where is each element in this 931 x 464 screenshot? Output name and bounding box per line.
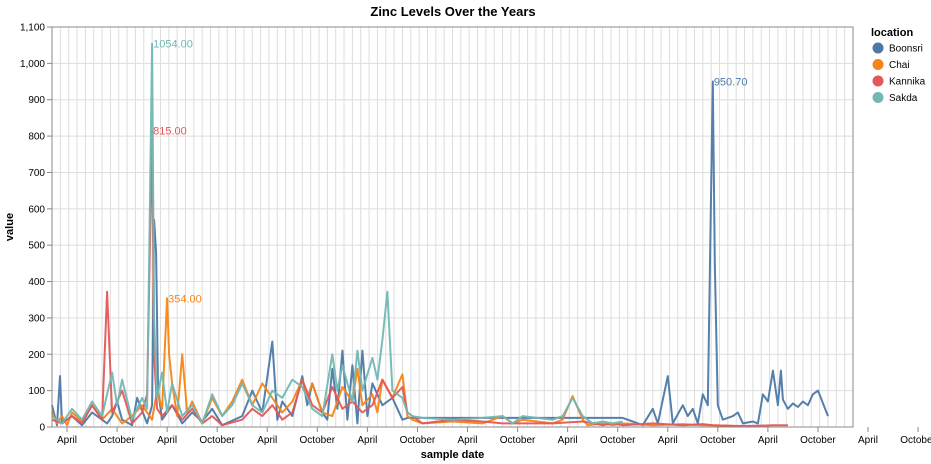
legend-swatch-kannika bbox=[872, 75, 884, 87]
y-tick-label: 300 bbox=[28, 313, 45, 324]
legend-swatch-chai bbox=[872, 59, 884, 70]
x-tick-label: April bbox=[57, 435, 77, 446]
y-tick-label: 0 bbox=[39, 423, 45, 434]
x-tick-label: April bbox=[658, 435, 678, 446]
x-tick-label: April bbox=[257, 435, 277, 446]
peak-annotation: 815.00 bbox=[153, 126, 187, 138]
series-line-sakda bbox=[51, 42, 623, 425]
x-tick-label: October bbox=[300, 435, 336, 446]
y-axis-title: value bbox=[4, 213, 16, 241]
x-tick-label: April bbox=[157, 435, 177, 446]
x-tick-label: April bbox=[357, 435, 377, 446]
y-tick-label: 100 bbox=[28, 386, 45, 397]
y-tick-label: 500 bbox=[28, 241, 45, 252]
x-tick-label: October bbox=[400, 435, 436, 446]
y-tick-label: 800 bbox=[28, 132, 45, 143]
x-tick-label: October bbox=[900, 435, 931, 446]
y-tick-label: 900 bbox=[28, 95, 45, 106]
legend: location Boonsri Chai Kannika Sakda bbox=[871, 27, 926, 104]
y-tick-label: 200 bbox=[28, 350, 45, 361]
chart-title: Zinc Levels Over the Years bbox=[370, 4, 535, 19]
x-tick-label: April bbox=[758, 435, 778, 446]
x-tick-label: October bbox=[600, 435, 636, 446]
x-axis: April October April October April October Apri… bbox=[57, 427, 931, 446]
legend-title: location bbox=[871, 27, 913, 39]
y-tick-label: 1,000 bbox=[20, 59, 45, 70]
annotation-layer: 1054.00 815.00 354.00 950.70 bbox=[153, 39, 747, 306]
series-layer bbox=[51, 42, 829, 427]
peak-annotation: 1054.00 bbox=[153, 39, 193, 51]
legend-swatch-boonsri bbox=[872, 42, 884, 54]
x-tick-label: April bbox=[458, 435, 478, 446]
x-tick-label: October bbox=[99, 435, 135, 446]
legend-label-kannika: Kannika bbox=[889, 77, 926, 88]
y-tick-label: 400 bbox=[28, 277, 45, 288]
legend-label-boonsri: Boonsri bbox=[889, 44, 923, 55]
legend-label-sakda: Sakda bbox=[889, 93, 918, 104]
x-tick-label: October bbox=[700, 435, 736, 446]
peak-annotation: 950.70 bbox=[714, 76, 748, 88]
x-tick-label: October bbox=[199, 435, 235, 446]
x-tick-label: October bbox=[500, 435, 536, 446]
legend-swatch-sakda bbox=[872, 92, 884, 103]
peak-annotation: 354.00 bbox=[168, 293, 202, 305]
y-tick-label: 600 bbox=[28, 204, 45, 215]
x-tick-label: October bbox=[800, 435, 836, 446]
legend-label-chai: Chai bbox=[889, 60, 910, 71]
plot-frame bbox=[51, 26, 854, 428]
x-tick-label: April bbox=[558, 435, 578, 446]
series-line-boonsri bbox=[51, 80, 829, 427]
y-tick-label: 700 bbox=[28, 168, 45, 179]
series-line-kannika bbox=[51, 129, 788, 427]
y-tick-label: 1,100 bbox=[20, 23, 45, 34]
x-tick-label: April bbox=[858, 435, 878, 446]
y-axis: 0 100 200 300 400 500 600 700 800 900 1,000 1,100 bbox=[20, 23, 52, 434]
x-axis-title: sample date bbox=[421, 449, 485, 461]
